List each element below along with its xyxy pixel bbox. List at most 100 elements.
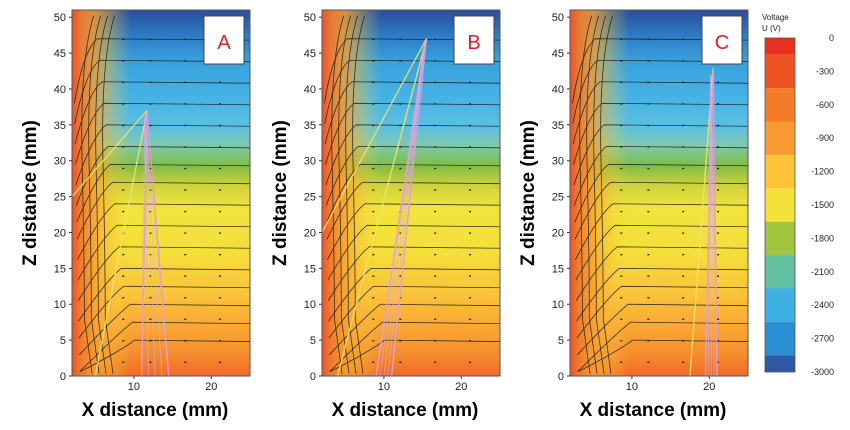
trajectory-line bbox=[144, 117, 170, 377]
field-arrow bbox=[434, 60, 437, 62]
field-arrow bbox=[372, 103, 375, 105]
field-arrow bbox=[647, 232, 650, 234]
field-arrow bbox=[184, 81, 187, 84]
contour-line bbox=[76, 181, 251, 240]
field-edge-gradient bbox=[570, 10, 748, 376]
trajectories bbox=[71, 110, 170, 377]
field-arrow bbox=[717, 81, 720, 84]
trajectory-line bbox=[71, 110, 148, 198]
field-arrow bbox=[682, 124, 685, 127]
field-arrow bbox=[372, 167, 375, 170]
field-arrow bbox=[399, 38, 402, 41]
y-tick-label: 25 bbox=[304, 192, 316, 204]
field-arrow bbox=[219, 254, 222, 256]
colorbar-band bbox=[765, 321, 795, 356]
field-arrow bbox=[184, 210, 187, 213]
field-arrow bbox=[149, 189, 152, 191]
y-tick-label: 15 bbox=[304, 263, 316, 275]
y-tick-label: 20 bbox=[304, 227, 316, 239]
x-tick-label: 10 bbox=[626, 381, 638, 393]
contour-line bbox=[331, 15, 345, 374]
field-arrow bbox=[682, 254, 685, 256]
field-arrow bbox=[647, 318, 650, 320]
y-tick-label: 10 bbox=[552, 299, 564, 311]
y-tick-label: 0 bbox=[60, 371, 66, 383]
field-arrow bbox=[219, 81, 222, 84]
x-axis-label: X distance (mm) bbox=[332, 400, 479, 421]
field-arrow bbox=[469, 189, 472, 191]
contour-line bbox=[586, 15, 600, 374]
y-tick-label: 5 bbox=[310, 335, 316, 347]
field-arrow bbox=[372, 318, 375, 320]
field-arrow bbox=[717, 318, 720, 320]
plot-frame bbox=[321, 9, 501, 377]
trajectory-line bbox=[141, 117, 146, 377]
contour-line bbox=[327, 224, 501, 281]
y-tick-label: 15 bbox=[552, 263, 564, 275]
colorbar-tick-label: -900 bbox=[816, 133, 834, 143]
field-arrow bbox=[149, 103, 152, 105]
field-arrow bbox=[469, 81, 472, 84]
trajectory-line bbox=[144, 117, 156, 377]
field-arrow bbox=[682, 210, 685, 213]
contour-line bbox=[325, 102, 501, 165]
colorbar-unit: U (V) bbox=[762, 24, 781, 33]
field-arrow bbox=[469, 232, 472, 234]
field-arrow bbox=[620, 167, 623, 170]
contour-line bbox=[73, 38, 251, 104]
field-arrow bbox=[647, 275, 650, 277]
field-arrow bbox=[399, 275, 402, 277]
contour-line bbox=[81, 15, 95, 374]
field-arrow bbox=[219, 124, 222, 127]
colorbar-tick-label: -2700 bbox=[811, 334, 834, 344]
field-arrow bbox=[620, 210, 623, 213]
contour-line bbox=[324, 59, 501, 124]
field-arrow bbox=[682, 275, 685, 277]
trajectory-line bbox=[321, 38, 428, 233]
x-tick-label: 10 bbox=[128, 381, 140, 393]
y-tick-label: 40 bbox=[552, 84, 564, 96]
field-arrow bbox=[682, 146, 685, 148]
y-tick-label: 10 bbox=[54, 299, 66, 311]
field-arrow bbox=[682, 38, 685, 41]
field-arrow bbox=[184, 146, 187, 148]
field-arrow bbox=[434, 340, 437, 342]
contour-line bbox=[600, 15, 613, 374]
contour-line bbox=[579, 15, 593, 374]
colorbar-band bbox=[765, 188, 795, 222]
field-arrow bbox=[122, 318, 125, 320]
field-arrow bbox=[620, 275, 623, 277]
trajectory-line bbox=[391, 45, 425, 377]
field-arrow bbox=[717, 103, 720, 105]
field-arrow bbox=[682, 60, 685, 62]
contour-line bbox=[577, 321, 749, 372]
panel-c: 0 5 10 15 20 25 30 35 40 45 50 10 20 X distance (mm) Z… bbox=[518, 9, 749, 421]
trajectory-line bbox=[383, 45, 425, 377]
colorbar-band bbox=[765, 38, 795, 55]
field-arrow bbox=[149, 38, 152, 41]
field-arrow bbox=[149, 361, 152, 363]
field-arrow bbox=[372, 361, 375, 363]
contour-line bbox=[572, 81, 749, 145]
field-arrow bbox=[399, 81, 402, 84]
field-arrow bbox=[717, 124, 720, 127]
field-arrow bbox=[122, 81, 125, 84]
field-arrow bbox=[184, 361, 187, 363]
field-arrow bbox=[149, 167, 152, 170]
field-arrow bbox=[682, 318, 685, 320]
contour-line bbox=[75, 124, 251, 186]
trajectory-line bbox=[689, 67, 714, 377]
colorbar-tick-label: -1200 bbox=[811, 167, 834, 177]
field-arrow bbox=[149, 297, 152, 299]
field-arrow bbox=[620, 318, 623, 320]
y-tick-label: 45 bbox=[552, 48, 564, 60]
trajectory-line bbox=[336, 38, 428, 377]
contour-lines bbox=[323, 15, 501, 374]
field-arrow bbox=[184, 275, 187, 277]
y-tick-label: 45 bbox=[54, 48, 66, 60]
colorbar-tick-label: 0 bbox=[829, 33, 834, 43]
field-arrow bbox=[219, 210, 222, 213]
field-arrow bbox=[372, 232, 375, 234]
trajectory-line bbox=[146, 110, 170, 377]
y-tick-label: 30 bbox=[54, 156, 66, 168]
